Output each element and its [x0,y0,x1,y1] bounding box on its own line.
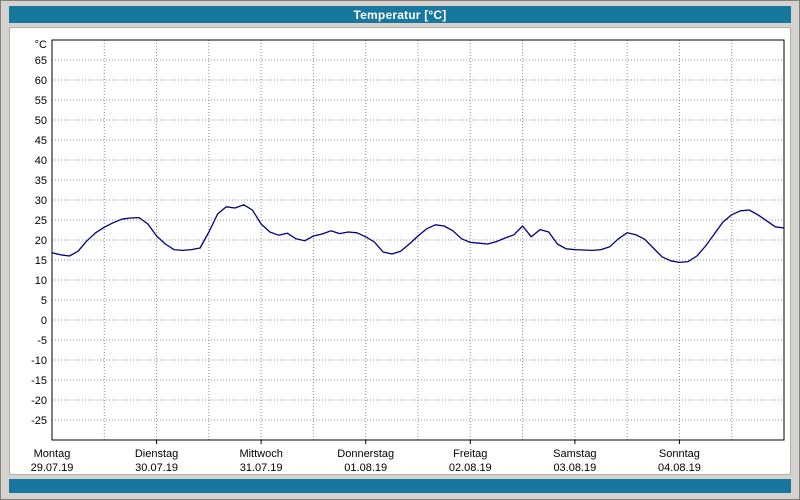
x-date-label: 02.08.19 [449,462,492,474]
plot-border [51,39,785,441]
x-date-label: 31.07.19 [240,462,283,474]
x-date-label: 30.07.19 [135,462,178,474]
x-day-label: Montag [34,448,71,460]
y-tick-label: 5 [41,295,47,307]
x-day-label: Donnerstag [337,448,394,460]
y-tick-label: 0 [41,315,47,327]
chart-title: Temperatur [°C] [353,7,447,22]
temperature-series-line [51,204,785,264]
x-day-label: Dienstag [135,448,178,460]
chart-panel: °C 65 60 55 50 45 40 35 30 25 20 15 10 5 0 -5 -10 -15 -20-… [9,27,791,475]
y-tick-label: -5 [37,335,47,347]
y-tick-label: 40 [35,155,47,167]
y-tick-label: 15 [35,255,47,267]
y-tick-label: 30 [35,195,47,207]
x-day-label: Mittwoch [239,448,282,460]
y-tick-label: 20 [35,235,47,247]
y-tick-label: 65 [35,55,47,67]
window-titlebar[interactable]: Temperatur [°C] [9,6,791,23]
window-bottombar [9,479,791,493]
y-tick-label: -10 [31,355,47,367]
x-day-label: Samstag [553,448,596,460]
x-date-label: 01.08.19 [344,462,387,474]
y-tick-label: -25 [31,415,47,427]
y-tick-label: 35 [35,175,47,187]
y-tick-label: 60 [35,75,47,87]
x-date-label: 03.08.19 [553,462,596,474]
y-tick-label: 45 [35,135,47,147]
temperature-chart: °C65605550454035302520151050-5-10-15-20-… [31,39,785,474]
y-tick-label: 55 [35,95,47,107]
y-tick-label: 10 [35,275,47,287]
y-tick-label: 50 [35,115,47,127]
y-tick-label: -15 [31,375,47,387]
y-tick-label: -20 [31,395,47,407]
y-tick-label: 25 [35,215,47,227]
x-day-label: Freitag [453,448,487,460]
x-date-label: 04.08.19 [658,462,701,474]
y-axis-unit-label: °C [35,39,47,51]
x-date-label: 29.07.19 [31,462,74,474]
x-day-label: Sonntag [659,448,700,460]
